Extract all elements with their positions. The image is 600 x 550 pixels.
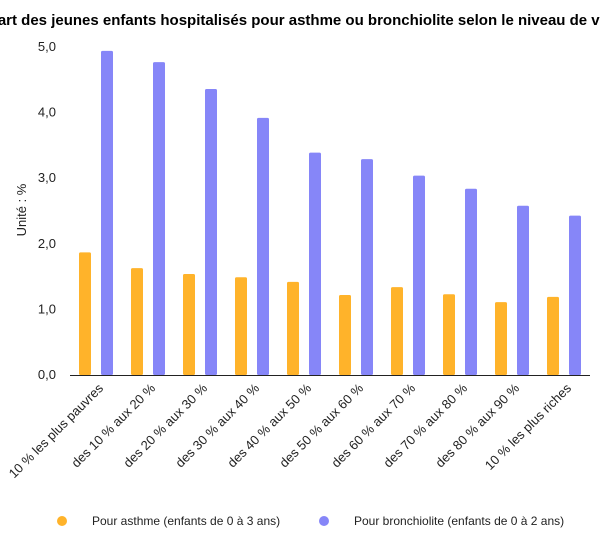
bar	[517, 205, 529, 375]
bar	[495, 302, 507, 375]
bar	[131, 268, 143, 375]
bar	[443, 294, 455, 375]
legend-marker	[319, 516, 329, 526]
y-tick-label: 2,0	[38, 236, 56, 251]
y-tick-label: 4,0	[38, 105, 56, 120]
legend: Pour asthme (enfants de 0 à 3 ans) Pour b…	[57, 514, 564, 528]
bar	[465, 188, 477, 375]
legend-label: Pour bronchiolite (enfants de 0 à 2 ans)	[354, 514, 564, 528]
bar	[361, 159, 373, 375]
bar	[257, 117, 269, 376]
bar	[547, 296, 559, 375]
bar	[101, 50, 113, 375]
y-tick-label: 0,0	[38, 367, 56, 382]
y-tick-label: 1,0	[38, 301, 56, 316]
bar	[205, 88, 217, 375]
bar	[235, 277, 247, 375]
bar	[413, 175, 425, 375]
legend-label: Pour asthme (enfants de 0 à 3 ans)	[92, 514, 280, 528]
y-axis-label: Unité : %	[14, 183, 29, 236]
y-tick-label: 3,0	[38, 170, 56, 185]
chart-title: Part des jeunes enfants hospitalisés pou…	[0, 12, 600, 29]
bar	[79, 252, 91, 375]
x-tick-label: 10 % les plus riches	[482, 380, 575, 473]
bar	[339, 294, 351, 375]
bar	[183, 273, 195, 375]
bar	[287, 281, 299, 375]
bar	[391, 287, 403, 375]
bar	[309, 152, 321, 375]
bar	[153, 62, 165, 375]
legend-marker	[57, 516, 67, 526]
x-tick-label: 10 % les plus pauvres	[6, 380, 107, 481]
y-axis-ticks: 0,0 1,0 2,0 3,0 4,0 5,0	[38, 39, 56, 382]
bar	[569, 215, 581, 375]
bars	[79, 50, 581, 376]
y-tick-label: 5,0	[38, 39, 56, 54]
